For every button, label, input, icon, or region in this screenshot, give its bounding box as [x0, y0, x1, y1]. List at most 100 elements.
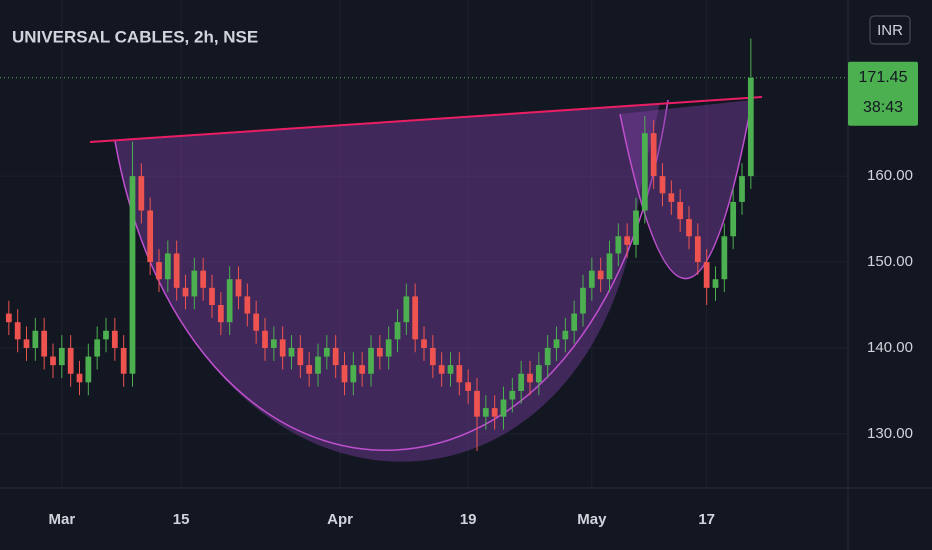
x-tick-label: Mar: [48, 511, 75, 528]
y-tick-label: 130.00: [867, 425, 913, 442]
candle-body: [376, 347, 383, 357]
candle-body: [111, 330, 118, 348]
candle-body: [650, 133, 657, 177]
candle-body: [147, 210, 154, 263]
candle-body: [580, 287, 586, 314]
candle-body: [209, 287, 215, 305]
candle-body: [85, 356, 92, 383]
candle-body: [191, 270, 198, 297]
candle-body: [262, 330, 268, 348]
candle-body: [571, 313, 578, 331]
candle-body: [288, 347, 295, 357]
candle-body: [226, 279, 233, 323]
candle-body: [341, 365, 348, 383]
candle-body: [14, 322, 21, 340]
candle-body: [67, 347, 74, 374]
candle-body: [641, 133, 648, 211]
candle-body: [624, 236, 631, 245]
candle-body: [509, 390, 516, 400]
candle-body: [403, 296, 410, 323]
candle-body: [421, 339, 427, 348]
countdown-label: 38:43: [863, 99, 903, 116]
y-tick-label: 150.00: [867, 253, 913, 270]
candle-body: [562, 330, 569, 340]
candle-body: [253, 313, 260, 331]
candle-body: [235, 279, 242, 297]
candle-body: [535, 365, 542, 383]
last-price-label: 171.45: [859, 69, 908, 86]
candle-body: [491, 408, 498, 417]
x-tick-label: 19: [460, 511, 477, 528]
cup-curve: [114, 99, 669, 452]
chart-title: UNIVERSAL CABLES, 2h, NSE: [12, 27, 258, 46]
candle-body: [23, 339, 30, 348]
candle-body: [747, 77, 754, 177]
candle-body: [50, 356, 56, 366]
candle-body: [359, 365, 366, 374]
candle-body: [447, 365, 454, 374]
candle-body: [173, 253, 180, 288]
candle-body: [323, 347, 330, 357]
candle-body: [527, 373, 533, 383]
candle-body: [412, 296, 419, 340]
y-tick-label: 160.00: [867, 167, 913, 184]
x-tick-label: 17: [698, 511, 715, 528]
candle-body: [120, 347, 127, 374]
candle-body: [94, 339, 101, 357]
candle-body: [739, 176, 745, 202]
candle-body: [164, 253, 171, 280]
candle-body: [129, 176, 136, 374]
candle-body: [544, 347, 551, 366]
candle-body: [270, 339, 277, 348]
currency-button[interactable]: [869, 15, 911, 45]
candle-body: [182, 287, 189, 297]
candle-body: [730, 201, 737, 237]
candle-body: [103, 330, 109, 340]
currency-label[interactable]: INR: [877, 22, 903, 39]
candle-body: [633, 210, 639, 245]
y-tick-label: 140.00: [867, 339, 913, 356]
candle-body: [306, 365, 313, 374]
candle-body: [588, 270, 595, 288]
candle-body: [217, 305, 224, 323]
x-tick-label: May: [577, 511, 607, 528]
candle-body: [429, 347, 436, 366]
candle-body: [456, 365, 463, 383]
candle-body: [297, 347, 304, 366]
candle-body: [465, 382, 472, 391]
candle-body: [703, 262, 710, 288]
candle-body: [694, 236, 701, 263]
candle-body: [606, 253, 613, 280]
x-tick-label: 15: [173, 511, 190, 528]
candle-body: [686, 219, 692, 237]
candle-body: [138, 176, 145, 211]
candle-body: [500, 399, 507, 417]
trend-line: [89, 96, 763, 143]
candle-body: [518, 373, 525, 391]
candle-body: [659, 176, 666, 194]
candle-body: [200, 270, 207, 288]
candle-body: [41, 330, 48, 357]
candles: [5, 38, 754, 452]
candle-body: [615, 236, 622, 254]
candle-body: [721, 236, 728, 280]
candle-body: [156, 262, 162, 280]
handle-curve: [619, 99, 753, 280]
candle-body: [482, 408, 489, 417]
candle-body: [474, 390, 480, 417]
candle-body: [244, 296, 251, 314]
candle-body: [315, 356, 321, 374]
candle-body: [332, 347, 339, 366]
cup-area: [115, 103, 660, 462]
candle-body: [438, 365, 445, 374]
candle-body: [677, 201, 684, 220]
candle-body: [668, 193, 675, 202]
candle-body: [5, 313, 12, 323]
candle-body: [597, 270, 604, 280]
candle-body: [712, 279, 719, 288]
candle-body: [394, 322, 401, 340]
candle-body: [32, 330, 39, 348]
candle-body: [368, 347, 374, 374]
